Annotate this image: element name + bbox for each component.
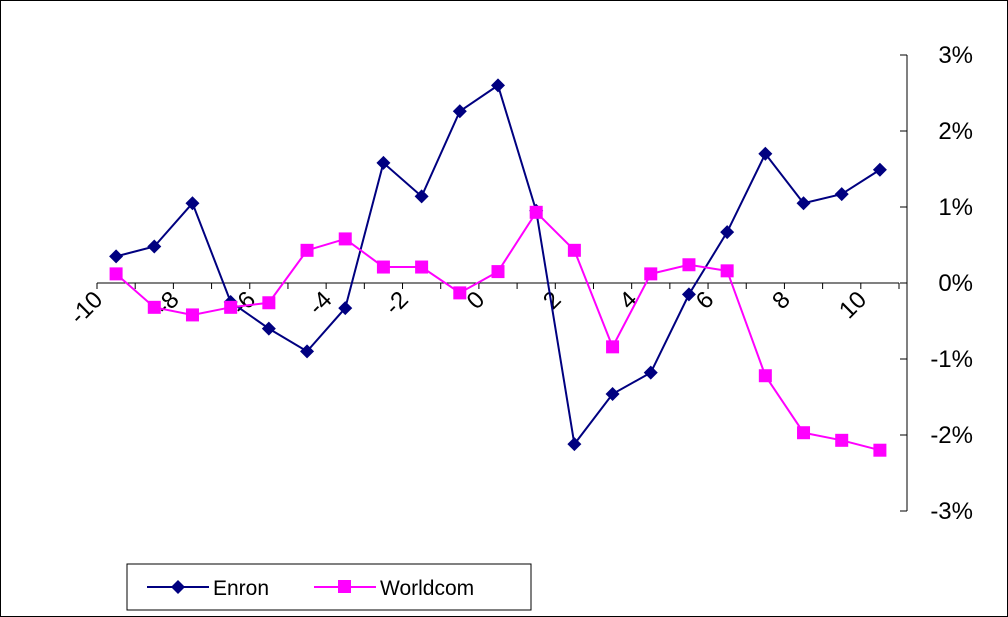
y-tick-label: 1%	[938, 194, 973, 221]
data-point-enron	[261, 321, 276, 336]
data-point-worldcom	[224, 300, 238, 314]
data-point-enron	[681, 287, 696, 302]
legend-marker-worldcom	[338, 580, 351, 593]
x-tick-label: -10	[65, 286, 109, 330]
data-point-worldcom	[453, 286, 467, 300]
x-tick-label: 6	[691, 286, 720, 315]
y-tick-label: -3%	[930, 498, 973, 525]
data-point-enron	[834, 187, 849, 202]
data-point-worldcom	[567, 243, 581, 257]
series-layer	[109, 78, 887, 457]
data-point-enron	[376, 155, 391, 170]
data-point-worldcom	[720, 264, 734, 278]
axes-layer: -10 -8 -6 -4 -2 0 2 4 6 8 103%2%1%0%-1%-2%-3%	[65, 42, 973, 525]
data-point-worldcom	[376, 260, 390, 274]
data-point-worldcom	[491, 265, 505, 279]
x-tick-label: 8	[767, 286, 796, 315]
data-point-enron	[109, 249, 124, 264]
data-point-worldcom	[606, 340, 620, 354]
data-point-worldcom	[758, 369, 772, 383]
data-point-enron	[796, 196, 811, 211]
data-point-worldcom	[300, 243, 314, 257]
data-point-worldcom	[415, 260, 429, 274]
data-point-enron	[872, 162, 887, 177]
data-point-worldcom	[109, 267, 123, 281]
series-line-enron	[115, 83, 881, 447]
data-point-enron	[185, 196, 200, 211]
data-point-enron	[720, 225, 735, 240]
data-point-worldcom	[529, 205, 543, 219]
series-line-worldcom	[115, 210, 881, 452]
data-point-enron	[452, 104, 467, 119]
data-point-worldcom	[262, 296, 276, 310]
data-point-worldcom	[338, 232, 352, 246]
x-tick-label: 10	[834, 286, 872, 324]
data-point-enron	[414, 189, 429, 204]
y-tick-label: -1%	[930, 346, 973, 373]
y-tick-label: 2%	[938, 118, 973, 145]
data-point-enron	[147, 239, 162, 254]
x-tick-label: 4	[614, 286, 643, 315]
data-point-worldcom	[147, 300, 161, 314]
data-point-enron	[643, 365, 658, 380]
legend-label-worldcom: Worldcom	[380, 577, 474, 600]
data-point-worldcom	[873, 443, 887, 457]
data-point-worldcom	[835, 433, 849, 447]
data-point-worldcom	[644, 267, 658, 281]
data-point-enron	[758, 146, 773, 161]
legend: Enron Worldcom	[126, 563, 532, 611]
x-tick-label: -2	[380, 286, 414, 320]
legend-marker-enron	[171, 580, 185, 594]
data-point-enron	[338, 301, 353, 316]
y-tick-label: -2%	[930, 422, 973, 449]
data-point-worldcom	[185, 308, 199, 322]
data-point-worldcom	[797, 426, 811, 440]
y-tick-label: 3%	[938, 42, 973, 69]
data-point-enron	[491, 78, 505, 93]
y-tick-label: 0%	[938, 270, 973, 297]
data-point-enron	[567, 437, 582, 452]
data-point-enron	[605, 386, 620, 401]
data-point-enron	[300, 344, 315, 359]
legend-label-enron: Enron	[213, 577, 269, 600]
data-point-worldcom	[682, 258, 696, 272]
x-tick-label: -4	[303, 286, 337, 320]
